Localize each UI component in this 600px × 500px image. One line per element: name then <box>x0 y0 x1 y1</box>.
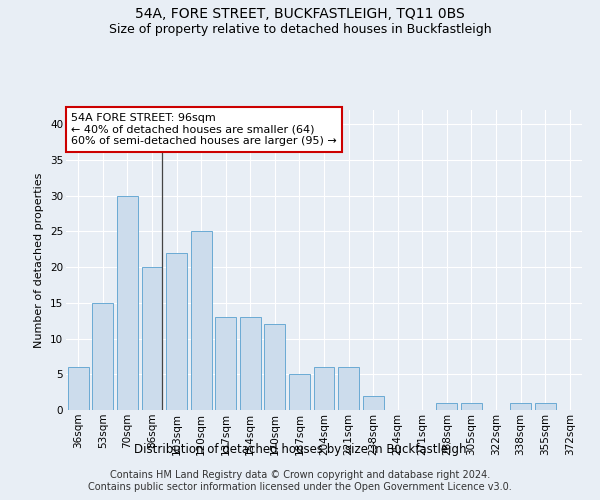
Text: Contains HM Land Registry data © Crown copyright and database right 2024.: Contains HM Land Registry data © Crown c… <box>110 470 490 480</box>
Bar <box>92 303 113 410</box>
Text: 54A, FORE STREET, BUCKFASTLEIGH, TQ11 0BS: 54A, FORE STREET, BUCKFASTLEIGH, TQ11 0B… <box>135 8 465 22</box>
Bar <box>166 253 187 410</box>
Bar <box>240 317 261 410</box>
Bar <box>314 367 334 410</box>
Bar <box>436 403 457 410</box>
Text: 54A FORE STREET: 96sqm
← 40% of detached houses are smaller (64)
60% of semi-det: 54A FORE STREET: 96sqm ← 40% of detached… <box>71 113 337 146</box>
Bar <box>265 324 286 410</box>
Bar <box>142 267 163 410</box>
Bar <box>362 396 383 410</box>
Text: Distribution of detached houses by size in Buckfastleigh: Distribution of detached houses by size … <box>134 442 466 456</box>
Y-axis label: Number of detached properties: Number of detached properties <box>34 172 44 348</box>
Bar <box>215 317 236 410</box>
Bar <box>191 232 212 410</box>
Text: Size of property relative to detached houses in Buckfastleigh: Size of property relative to detached ho… <box>109 22 491 36</box>
Bar <box>289 374 310 410</box>
Bar <box>338 367 359 410</box>
Bar <box>510 403 531 410</box>
Bar <box>535 403 556 410</box>
Bar <box>68 367 89 410</box>
Text: Contains public sector information licensed under the Open Government Licence v3: Contains public sector information licen… <box>88 482 512 492</box>
Bar <box>461 403 482 410</box>
Bar <box>117 196 138 410</box>
